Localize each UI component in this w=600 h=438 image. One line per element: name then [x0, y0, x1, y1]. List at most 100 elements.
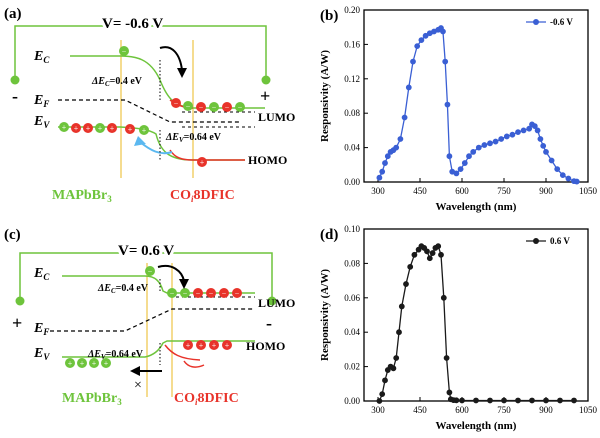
svg-text:−: − — [170, 289, 175, 298]
y-tick-label: 0.12 — [344, 74, 360, 84]
svg-text:−: − — [209, 289, 214, 298]
svg-text:+: + — [74, 124, 79, 133]
data-point — [461, 160, 468, 166]
data-point — [379, 168, 386, 175]
data-point — [540, 142, 547, 149]
electron-transfer-arrow-c — [157, 265, 185, 282]
y-tick-label: 0.00 — [344, 396, 360, 406]
y-tick-label: 0.16 — [344, 39, 360, 49]
data-point — [396, 329, 402, 336]
y-tick-label: 0.08 — [344, 258, 360, 268]
y-tick-label: 0.08 — [344, 108, 360, 118]
svg-text:−: − — [235, 289, 240, 298]
svg-text:−: − — [196, 289, 201, 298]
data-point — [537, 136, 544, 142]
data-point — [379, 391, 386, 398]
ec-label-c: EC — [33, 266, 50, 282]
electrons-a: − − − − − − − — [119, 46, 245, 112]
svg-text:−: − — [186, 102, 191, 111]
data-point — [397, 136, 404, 142]
homo-label-a: HOMO — [248, 153, 287, 167]
responsivity-chart-b: (b) 300 450 600 750 900 1050 0.00 0.04 0.08 0.12 0.… — [319, 5, 598, 213]
x-tick-label: 750 — [497, 405, 511, 415]
fermi-level-a — [58, 99, 240, 123]
svg-text:+: + — [68, 359, 73, 368]
lumo-label-a: LUMO — [258, 110, 295, 124]
x-tick-label: 750 — [497, 186, 511, 196]
right-electrode-c — [267, 296, 277, 306]
x-axis-label: Wavelength (nm) — [436, 420, 517, 432]
data-point — [424, 248, 430, 255]
x-tick-label: 450 — [413, 405, 427, 415]
valence-band-c — [62, 340, 255, 358]
data-point — [393, 144, 400, 151]
y-tick-label: 0.00 — [344, 177, 360, 187]
x-tick-label: 600 — [455, 186, 469, 196]
panel-label-b: (b) — [320, 8, 338, 24]
holes-c: + + + + + + + + — [65, 340, 232, 368]
y-tick-label: 0.04 — [344, 327, 360, 337]
data-point — [459, 397, 465, 404]
panel-label-a: (a) — [4, 6, 22, 22]
data-point — [376, 174, 383, 181]
ev-label-a: EV — [33, 114, 50, 130]
data-point — [559, 172, 566, 179]
fermi-level-c — [50, 308, 255, 332]
left-sign-a: - — [12, 86, 18, 106]
svg-text:+: + — [200, 158, 205, 167]
y-tick-label: 0.04 — [344, 143, 360, 153]
svg-text:+: + — [212, 341, 217, 350]
data-point — [453, 397, 460, 404]
svg-text:−: − — [238, 103, 243, 112]
lumo-label-c: LUMO — [258, 296, 295, 310]
data-point — [509, 131, 516, 138]
ef-label-c: EF — [33, 321, 49, 337]
responsivity-chart-d: (d) 300 450 600 750 900 1050 0.00 0.02 0.04 0.06 0.… — [319, 224, 598, 432]
delta-ev-c: ΔEV=0.64 eV — [87, 349, 144, 361]
data-point — [414, 43, 421, 50]
data-point — [554, 166, 561, 173]
data-point — [571, 397, 577, 404]
y-tick-label: 0.10 — [344, 224, 360, 234]
svg-text:+: + — [142, 126, 147, 135]
left-electrode-a — [10, 75, 20, 85]
svg-text:−: − — [174, 99, 179, 108]
delta-ev-a: ΔEV=0.64 eV — [165, 132, 222, 144]
data-point — [376, 398, 383, 404]
blocked-mark-c: × — [134, 378, 142, 393]
data-point — [401, 114, 408, 121]
material-left-a: MAPbBr3 — [52, 188, 112, 204]
data-point — [426, 255, 433, 262]
data-point — [573, 178, 580, 185]
conduction-band-c — [62, 275, 255, 294]
data-point — [384, 153, 391, 160]
data-point — [443, 355, 450, 361]
holes-a: + + + + + + + + — [59, 122, 207, 167]
x-tick-label: 1050 — [579, 405, 598, 415]
svg-text:+: + — [104, 359, 109, 368]
homo-label-c: HOMO — [246, 339, 285, 353]
legend-label: -0.6 V — [550, 17, 573, 27]
data-point — [565, 175, 572, 182]
data-point — [390, 365, 397, 372]
svg-text:−: − — [122, 47, 127, 56]
x-axis-label: Wavelength (nm) — [436, 201, 517, 213]
electrons-c: − − − − − − − — [145, 266, 242, 298]
electron-transfer-arrow-a — [159, 46, 183, 71]
data-point — [466, 153, 472, 160]
right-sign-c: - — [266, 313, 272, 333]
svg-text:−: − — [225, 103, 230, 112]
data-point — [501, 397, 507, 404]
data-point — [473, 397, 479, 404]
data-point — [438, 251, 444, 258]
data-point — [515, 397, 521, 404]
material-left-c: MAPbBr3 — [62, 391, 122, 407]
data-point — [548, 157, 555, 164]
data-point — [442, 58, 449, 65]
data-point — [492, 138, 499, 145]
data-point — [481, 142, 488, 148]
data-point — [457, 166, 464, 173]
data-point — [418, 37, 425, 43]
voltage-label-c: V= 0.6 V — [118, 243, 174, 259]
svg-text:+: + — [62, 123, 67, 132]
